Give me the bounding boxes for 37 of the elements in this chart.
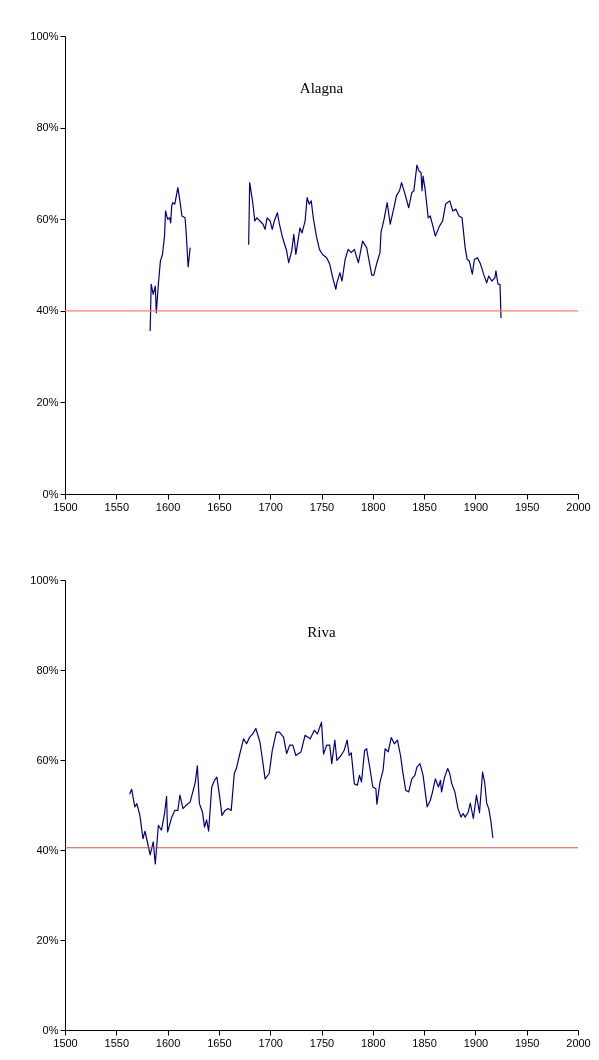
y-tick-label: 20% — [36, 933, 59, 946]
x-tick-label: 1950 — [514, 500, 540, 513]
y-tick-label: 60% — [36, 212, 59, 225]
x-tick-label: 1700 — [258, 500, 283, 513]
y-tick-label: 20% — [36, 395, 59, 408]
y-tick-label: 40% — [36, 304, 59, 317]
x-tick-label: 1650 — [207, 1036, 232, 1049]
y-tick-label: 0% — [42, 487, 59, 500]
y-tick-label: 0% — [42, 1023, 59, 1036]
y-tick-label: 60% — [36, 753, 59, 766]
x-tick-label: 1550 — [104, 500, 130, 513]
x-tick-label: 1600 — [155, 500, 181, 513]
x-tick-label: 1500 — [53, 1036, 78, 1049]
text: Alagna — [299, 80, 344, 96]
y-tick-label: 100% — [30, 573, 59, 586]
text: Riva — [307, 624, 336, 640]
x-tick-label: 1900 — [463, 500, 489, 513]
x-tick-label: 1500 — [53, 500, 78, 513]
x-tick-label: 1900 — [463, 1036, 489, 1049]
x-tick-label: 1750 — [309, 500, 335, 513]
x-tick-label: 2000 — [566, 1036, 591, 1049]
x-tick-label: 1850 — [412, 1036, 437, 1049]
x-tick-label: 1800 — [361, 500, 386, 513]
x-tick-label: 1700 — [258, 1036, 283, 1049]
y-tick-label: 100% — [30, 29, 59, 42]
x-tick-label: 1600 — [155, 1036, 181, 1049]
x-tick-label: 1650 — [207, 500, 232, 513]
x-tick-label: 2000 — [566, 500, 591, 513]
x-tick-label: 1800 — [361, 1036, 386, 1049]
x-tick-label: 1850 — [412, 500, 437, 513]
y-tick-label: 80% — [36, 663, 59, 676]
x-tick-label: 1950 — [514, 1036, 540, 1049]
x-tick-label: 1550 — [104, 1036, 130, 1049]
x-tick-label: 1750 — [309, 1036, 335, 1049]
line-series — [129, 721, 494, 865]
y-tick-label: 40% — [36, 843, 59, 856]
y-tick-label: 80% — [36, 121, 59, 134]
